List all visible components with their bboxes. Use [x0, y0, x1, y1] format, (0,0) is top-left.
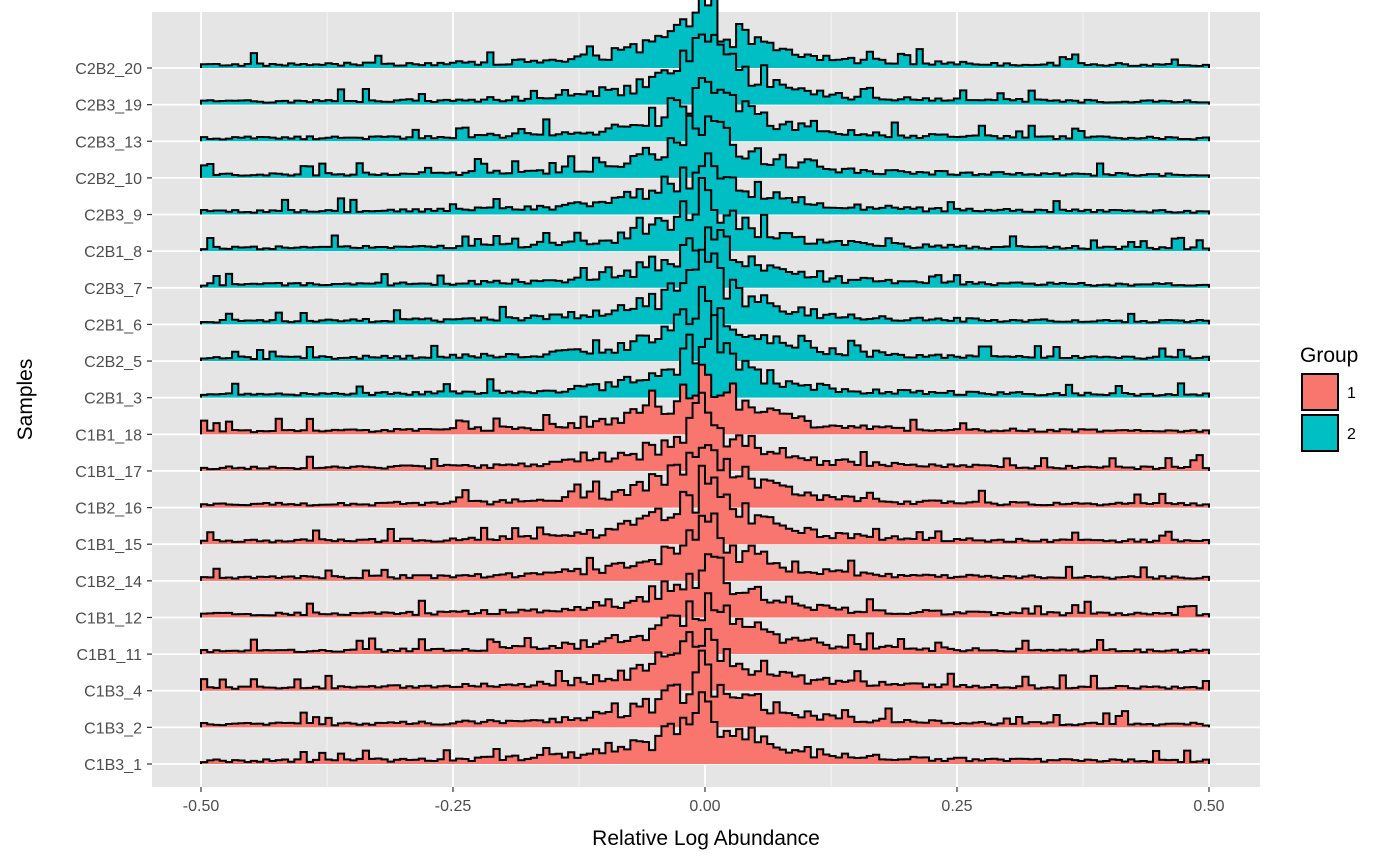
ridge-outline-C1B1_11	[200, 592, 1210, 655]
ridge-outline-C1B1_18	[200, 363, 1210, 435]
ridge-outline-C1B3_2	[200, 649, 1210, 728]
y-tick-label: C1B3_1	[84, 757, 142, 774]
ridge-outline-C2B3_9	[200, 152, 1210, 215]
ridge-outline-C2B1_6	[200, 248, 1210, 325]
ridge-fill-C1B1_12	[201, 554, 1209, 618]
x-axis-title: Relative Log Abundance	[592, 827, 820, 850]
legend-title: Group	[1300, 344, 1358, 367]
ridge-outline-C2B2_10	[200, 114, 1210, 178]
x-tick-labels: -0.50 -0.25 0.00 0.25 0.50	[183, 787, 1225, 815]
ridge-fill-C2B3_13	[201, 78, 1209, 142]
y-tick-label: C1B1_17	[75, 464, 142, 481]
ridge-fill-C2B3_19	[201, 34, 1209, 105]
y-tick-label: C1B1_12	[75, 610, 142, 627]
y-tick-label: C1B1_15	[75, 537, 142, 554]
ridge-layer	[200, 0, 1210, 764]
y-tick-label: C2B3_7	[84, 281, 142, 298]
ridge-outline-C2B1_8	[200, 176, 1210, 252]
ridge-outline-C1B1_15	[200, 464, 1210, 545]
y-tick-label: C1B2_14	[75, 574, 142, 591]
ridge-outline-C1B1_17	[200, 391, 1210, 471]
x-tick-label: -0.50	[183, 798, 220, 815]
ridge-outline-C2B1_3	[200, 314, 1210, 398]
ridge-outline-C2B2_20	[200, 0, 1210, 68]
y-tick-label: C2B2_10	[75, 171, 142, 188]
x-tick-label: -0.25	[435, 798, 472, 815]
legend-label-group-1: 1	[1347, 385, 1356, 402]
ridge-outline-C2B3_7	[200, 226, 1210, 288]
y-tick-label: C2B2_20	[75, 61, 142, 78]
y-tick-label: C2B3_13	[75, 134, 142, 151]
y-tick-label: C2B1_8	[84, 244, 142, 261]
legend: Group 1 2	[1300, 344, 1358, 452]
y-tick-labels: C2B2_20 C2B3_19 C2B3_13 C2B2_10 C2B3_9 C2B1_8…	[75, 61, 152, 774]
legend-label-group-2: 2	[1347, 426, 1356, 443]
ridge-outline-C1B1_12	[200, 553, 1210, 618]
y-tick-label: C2B3_19	[75, 98, 142, 115]
ridge-outline-C1B3_4	[200, 628, 1210, 691]
y-tick-label: C2B1_6	[84, 317, 142, 334]
legend-swatch-group-1	[1301, 373, 1339, 411]
y-tick-label: C1B1_11	[76, 647, 142, 664]
y-tick-label: C1B3_2	[84, 720, 142, 737]
ridge-fill-C2B2_5	[201, 286, 1209, 362]
y-tick-label: C2B1_3	[84, 391, 142, 408]
x-tick-label: 0.25	[941, 798, 972, 815]
y-axis-title: Samples	[14, 359, 37, 441]
y-tick-label: C2B2_5	[84, 354, 142, 371]
ridge-outline-C1B2_14	[200, 512, 1210, 581]
ridge-fill-C1B3_1	[201, 692, 1209, 764]
ridge-outline-C2B2_5	[200, 285, 1210, 362]
y-tick-label: C1B3_4	[84, 684, 142, 701]
y-tick-label: C1B1_18	[75, 427, 142, 444]
ridge-fill-C1B1_17	[201, 392, 1209, 471]
ridge-outline-C1B3_1	[200, 691, 1210, 764]
legend-swatch-group-2	[1301, 414, 1339, 452]
ridge-fill-C2B1_8	[201, 177, 1209, 252]
ridge-outline-C2B3_19	[200, 33, 1210, 105]
x-tick-label: 0.50	[1193, 798, 1224, 815]
ridge-fill-C1B2_14	[201, 513, 1209, 581]
ridge-fill-C2B2_10	[201, 115, 1209, 178]
ridge-fill-C1B3_2	[201, 650, 1209, 728]
y-tick-label: C2B3_9	[84, 208, 142, 225]
ridge-fill-C1B1_15	[201, 465, 1209, 545]
ridge-fill-C2B1_3	[201, 315, 1209, 398]
x-tick-label: 0.00	[689, 798, 720, 815]
ridge-fill-C1B1_11	[201, 593, 1209, 655]
y-tick-label: C1B2_16	[75, 501, 142, 518]
ridge-outline-C2B3_13	[200, 77, 1210, 142]
ridge-outline-C1B2_16	[200, 444, 1210, 508]
